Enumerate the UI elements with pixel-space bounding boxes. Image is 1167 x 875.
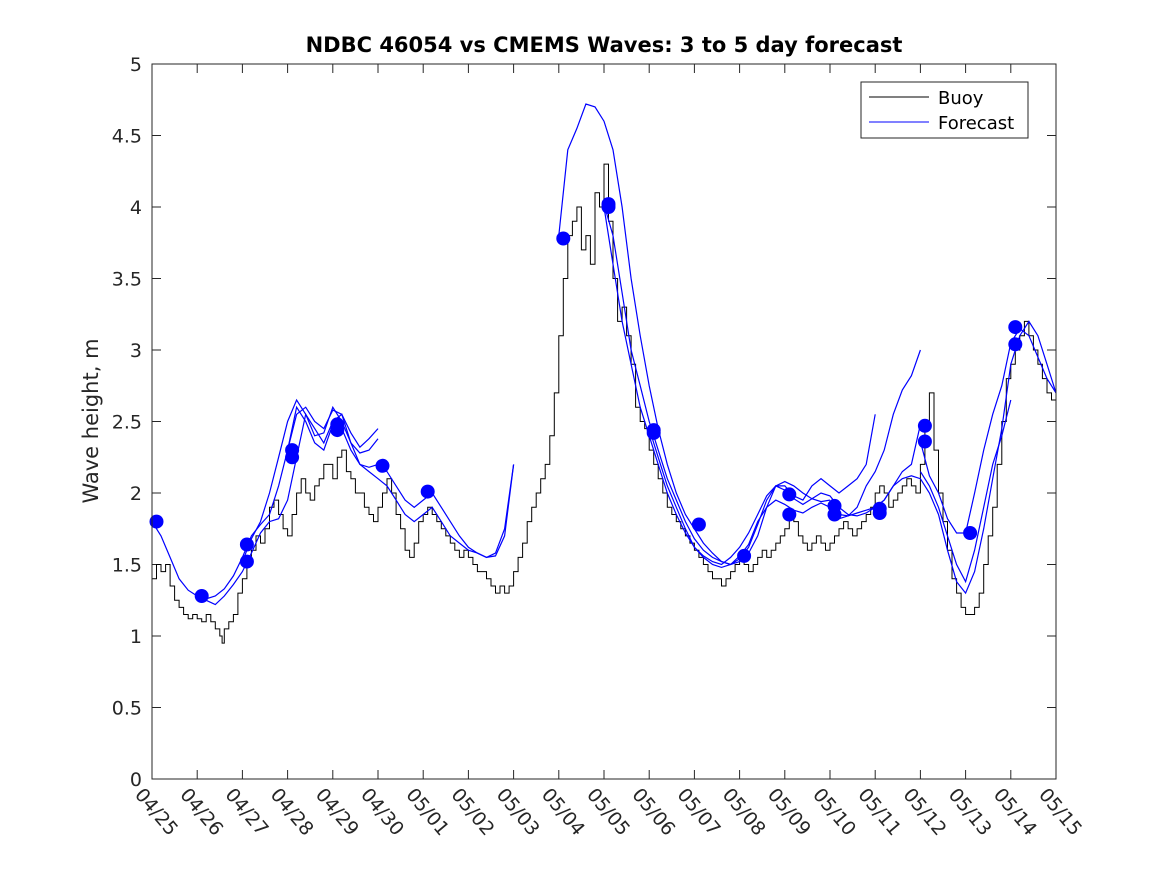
y-tick-label: 1 bbox=[130, 626, 142, 648]
forecast-marker bbox=[194, 589, 209, 603]
forecast-line bbox=[241, 398, 379, 562]
forecast-marker bbox=[917, 434, 932, 449]
forecast-line bbox=[919, 327, 1057, 534]
legend-label-buoy: Buoy bbox=[938, 88, 984, 109]
chart-title: NDBC 46054 vs CMEMS Waves: 3 to 5 day fo… bbox=[306, 33, 903, 57]
y-tick-label: 5 bbox=[130, 54, 142, 76]
buoy-line bbox=[152, 163, 1057, 644]
forecast-marker bbox=[556, 231, 571, 246]
forecast-marker bbox=[239, 537, 254, 552]
y-tick-label: 4 bbox=[130, 197, 142, 219]
forecast-marker bbox=[691, 517, 706, 532]
forecast-marker bbox=[330, 423, 345, 438]
forecast-marker bbox=[1008, 337, 1023, 352]
forecast-marker bbox=[375, 458, 390, 473]
forecast-marker bbox=[1008, 320, 1023, 335]
forecast-markers bbox=[149, 197, 1023, 603]
y-tick-label: 0 bbox=[130, 769, 142, 791]
legend: Buoy Forecast bbox=[860, 81, 1029, 139]
forecast-marker bbox=[917, 418, 932, 433]
y-axis: 0 0.5 1 1.5 2 2.5 3 3.5 4 4.5 5 bbox=[112, 54, 1056, 791]
forecast-line bbox=[919, 399, 1012, 584]
forecast-line bbox=[603, 206, 1057, 595]
y-tick-label: 2 bbox=[130, 483, 142, 505]
y-axis-label: Wave height, m bbox=[79, 338, 103, 503]
forecast-marker bbox=[149, 514, 164, 529]
buoy-series bbox=[152, 163, 1057, 644]
y-tick-label: 0.5 bbox=[112, 698, 142, 720]
y-tick-label: 4.5 bbox=[112, 126, 142, 148]
forecast-line bbox=[287, 405, 515, 559]
forecast-marker bbox=[782, 487, 797, 502]
forecast-marker bbox=[601, 200, 616, 214]
forecast-marker bbox=[872, 506, 887, 520]
forecast-marker bbox=[420, 484, 435, 499]
legend-label-forecast: Forecast bbox=[938, 113, 1014, 134]
forecast-marker bbox=[239, 554, 254, 569]
forecast-marker bbox=[782, 507, 797, 522]
forecast-marker bbox=[737, 548, 752, 563]
legend-box bbox=[860, 81, 1029, 139]
forecast-marker bbox=[285, 450, 300, 465]
forecast-line bbox=[829, 349, 921, 520]
forecast-marker bbox=[646, 425, 661, 440]
plot-area-frame bbox=[151, 63, 1057, 780]
y-tick-label: 3.5 bbox=[112, 269, 142, 291]
y-tick-label: 2.5 bbox=[112, 412, 142, 434]
forecast-marker bbox=[963, 526, 978, 540]
y-tick-label: 3 bbox=[130, 340, 142, 362]
forecast-marker bbox=[827, 507, 842, 522]
y-tick-label: 1.5 bbox=[112, 555, 142, 577]
